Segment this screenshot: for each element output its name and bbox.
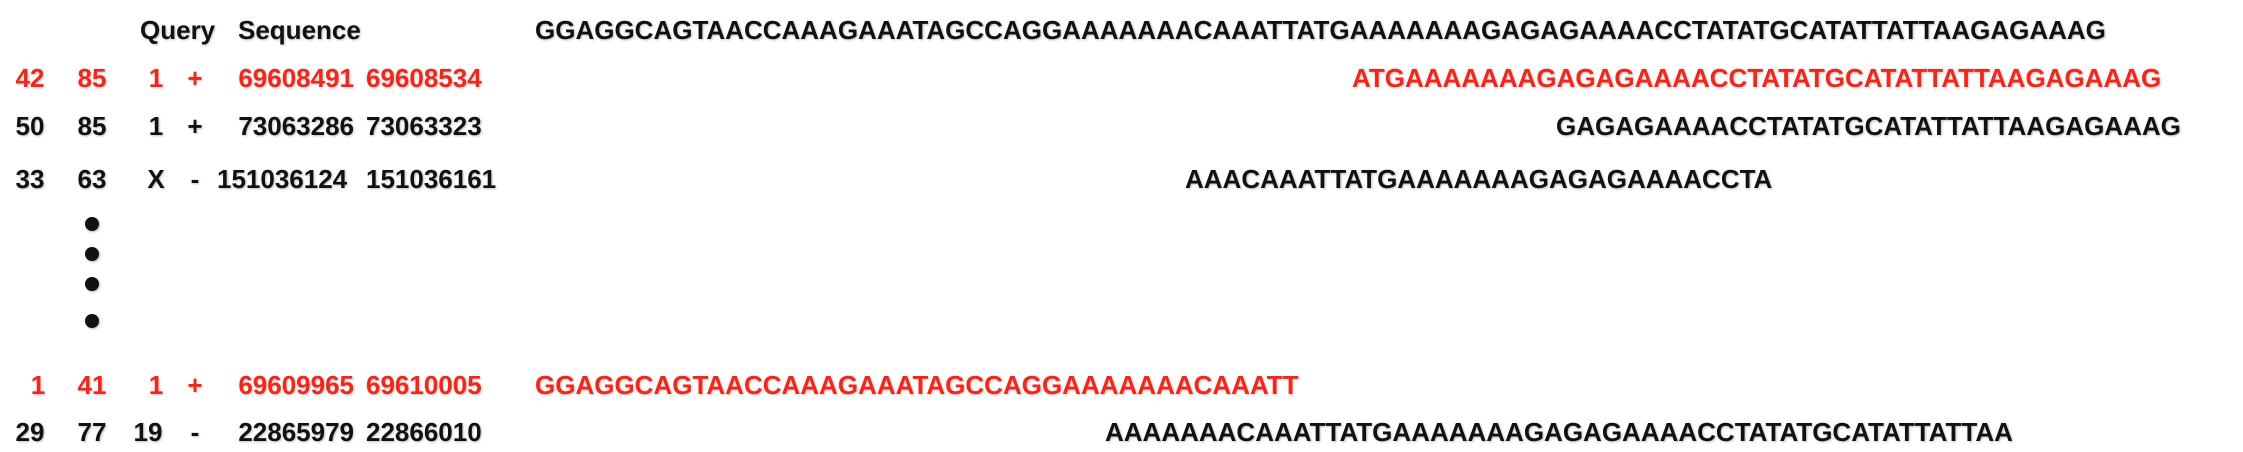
query-end: 85 <box>77 63 107 93</box>
target-start: 22865979 <box>238 417 354 447</box>
query-end: 63 <box>77 164 107 194</box>
target-start: 151036124 <box>217 164 348 194</box>
sequence-column-header: Sequence <box>238 15 361 45</box>
query-start: 1 <box>30 370 46 400</box>
query-column-header: Query <box>140 15 216 45</box>
query-start: 50 <box>15 111 45 141</box>
aligned-sequence: GAGAGAAAACCTATATGCATATTATTAAGAGAAAG <box>1556 111 2181 141</box>
query-start: 29 <box>15 417 45 447</box>
ellipsis-dot <box>85 314 99 328</box>
chromosome: 1 <box>148 370 164 400</box>
strand: + <box>187 63 203 93</box>
query-end: 41 <box>77 370 107 400</box>
target-end: 151036161 <box>366 164 497 194</box>
target-start: 69609965 <box>238 370 354 400</box>
aligned-sequence: AAACAAATTATGAAAAAAAGAGAGAAAACCTA <box>1185 164 1773 194</box>
target-end: 69608534 <box>366 63 482 93</box>
ellipsis-dot <box>85 217 99 231</box>
chromosome: 19 <box>133 417 163 447</box>
aligned-sequence: ATGAAAAAAAGAGAGAAAACCTATATGCATATTATTAAGA… <box>1352 63 2162 93</box>
query-start: 42 <box>15 63 45 93</box>
target-start: 69608491 <box>238 63 354 93</box>
ellipsis-dot <box>85 277 99 291</box>
target-end: 69610005 <box>366 370 482 400</box>
aligned-sequence: GGAGGCAGTAACCAAAGAAATAGCCAGGAAAAAAACAAAT… <box>535 370 1299 400</box>
chromosome: 1 <box>148 63 164 93</box>
query-end: 77 <box>77 417 107 447</box>
query-start: 33 <box>15 164 45 194</box>
query-end: 85 <box>77 111 107 141</box>
chromosome: 1 <box>148 111 164 141</box>
target-end: 22866010 <box>366 417 482 447</box>
strand: - <box>190 417 200 447</box>
strand: + <box>187 111 203 141</box>
strand: + <box>187 370 203 400</box>
strand: - <box>190 164 200 194</box>
target-start: 73063286 <box>238 111 354 141</box>
target-end: 73063323 <box>366 111 482 141</box>
chromosome: X <box>147 164 165 194</box>
ellipsis-dot <box>85 247 99 261</box>
query-sequence: GGAGGCAGTAACCAAAGAAATAGCCAGGAAAAAAACAAAT… <box>535 15 2106 45</box>
aligned-sequence: AAAAAAACAAATTATGAAAAAAAGAGAGAAAACCTATATG… <box>1105 417 2013 447</box>
